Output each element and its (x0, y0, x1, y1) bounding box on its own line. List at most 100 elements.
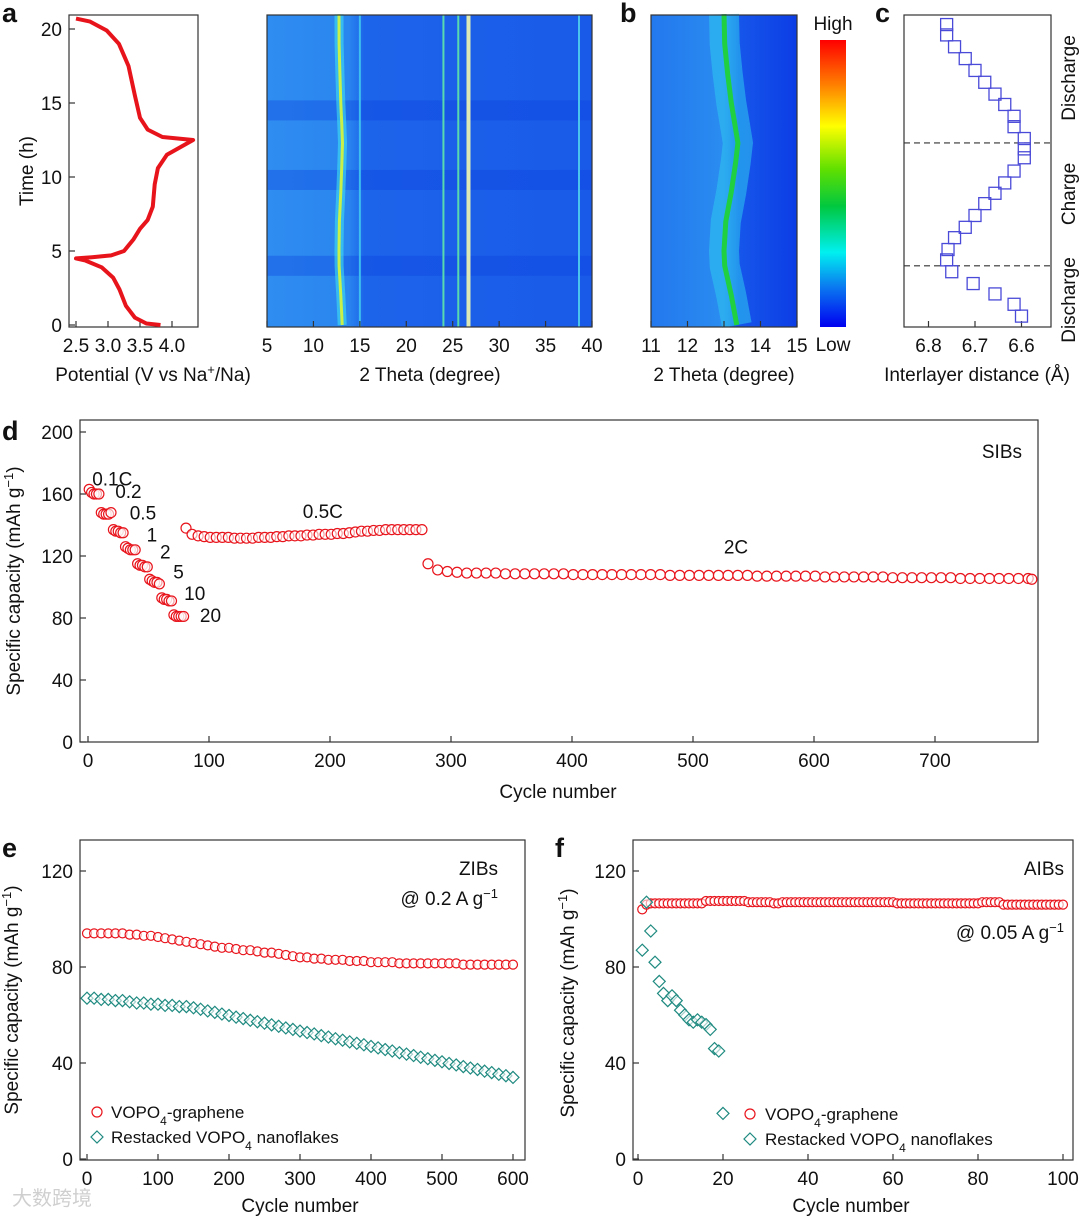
colorbar-low-label: Low (816, 335, 851, 356)
y-tick-label: 40 (605, 1054, 626, 1075)
data-point-circle (509, 568, 521, 580)
data-point-circle (954, 572, 967, 585)
chart-title: SIBs (982, 442, 1022, 463)
x-axis-label: Potential (V vs Na+/Na) (55, 362, 251, 387)
x-axis-label: 2 Theta (degree) (359, 365, 500, 386)
data-point (958, 51, 972, 66)
data-point-circle (153, 578, 165, 590)
x-tick-label: 4.0 (159, 336, 185, 357)
data-point-circle (165, 595, 178, 607)
data-point-circle (887, 572, 899, 584)
rate-label: 0.1C (92, 470, 132, 491)
data-point-diamond (90, 1130, 104, 1144)
data-point-circle (422, 558, 434, 570)
chart-title: ZIBs (459, 859, 498, 880)
y-tick-label: 10 (41, 168, 62, 189)
data-point (947, 40, 962, 54)
data-point-circle (993, 572, 1005, 585)
colorbar-high-label: High (813, 14, 852, 35)
data-point-circle (741, 569, 754, 581)
data-point-diamond (648, 955, 662, 970)
x-tick-label: 0 (82, 1169, 93, 1190)
region-label-charge: Charge (1059, 163, 1080, 225)
data-point-circle (93, 488, 105, 500)
data-point-circle (645, 568, 657, 581)
data-point-circle (703, 569, 715, 581)
intensity-band (267, 100, 592, 121)
y-tick-label: 120 (41, 547, 73, 568)
data-point-circle (519, 568, 531, 580)
data-point (978, 75, 992, 89)
data-point-circle (683, 569, 695, 581)
data-point-circle (1026, 573, 1038, 585)
data-point-circle (596, 568, 608, 581)
data-point-circle (867, 571, 879, 583)
legend-label-vopo4-graphene: VOPO4-graphene (765, 1105, 898, 1130)
rate-label: 0.5C (303, 502, 343, 523)
y-tick-label: 80 (605, 958, 626, 979)
x-tick-label: 12 (677, 336, 698, 357)
data-point-circle (470, 567, 483, 579)
data-point-diamond (652, 974, 667, 989)
data-point-circle (858, 571, 870, 583)
x-tick-label: 20 (396, 336, 417, 357)
data-point (1017, 151, 1031, 165)
y-tick-label: 15 (41, 94, 62, 115)
data-point-circle (441, 565, 453, 578)
data-point (939, 28, 954, 42)
y-tick-label: 160 (41, 485, 73, 506)
x-tick-label: 300 (435, 751, 467, 772)
colorbar (820, 40, 846, 327)
x-tick-label: 80 (967, 1169, 988, 1190)
data-point-diamond (643, 924, 658, 938)
data-point-circle (712, 569, 725, 581)
data-point-circle (925, 572, 937, 584)
panel-label-f: f (555, 833, 565, 863)
intensity-band (267, 255, 592, 276)
x-tick-label: 300 (284, 1169, 316, 1190)
data-point-circle (664, 569, 676, 581)
sibs-rate-cycling-plot: SIBs Cycle number Specific capacity (mAh… (1, 419, 1039, 803)
x-axis-label: Cycle number (241, 1196, 359, 1217)
peak-track (721, 14, 741, 326)
data-point-circle (751, 570, 763, 582)
y-tick-label: 200 (41, 423, 73, 444)
data-point-circle (674, 569, 686, 581)
x-tick-label: 10 (303, 336, 324, 357)
data-point-circle (809, 570, 821, 582)
x-tick-label: 200 (314, 751, 346, 772)
y-tick-label: 0 (62, 733, 73, 754)
x-tick-label: 6.8 (915, 336, 941, 357)
data-point-diamond (703, 1022, 718, 1037)
data-point-circle (548, 568, 560, 580)
rate-label: 10 (184, 584, 205, 605)
zibs-cycling-plot: ZIBs @ 0.2 A g−1 Cycle number Specific c… (0, 839, 529, 1217)
data-point-circle (528, 568, 541, 580)
x-axis-label: Cycle number (499, 782, 617, 803)
rate-label: 2C (724, 538, 748, 559)
data-point-diamond (711, 1044, 726, 1058)
data-point (1007, 109, 1021, 123)
legend: VOPO4-graphene Restacked VOPO4 nanoflake… (111, 1103, 339, 1153)
x-tick-label: 0 (83, 751, 94, 772)
data-point-circle (1012, 572, 1025, 585)
data-point (968, 63, 982, 78)
region-label-discharge-top: Discharge (1059, 35, 1080, 121)
data-point-circle (654, 568, 666, 581)
data-point (988, 186, 1002, 200)
x-tick-label: 35 (535, 336, 556, 357)
region-label-discharge-bottom: Discharge (1059, 257, 1080, 343)
legend-label-restacked: Restacked VOPO4 nanoflakes (765, 1130, 993, 1155)
x-tick-label: 600 (798, 751, 830, 772)
y-axis-label: Specific capacity (mAh g−1) (1, 466, 26, 695)
data-point (1007, 297, 1021, 311)
x-axis-label: Interlayer distance (Å) (884, 365, 1070, 386)
x-tick-label: 200 (213, 1169, 245, 1190)
x-tick-label: 40 (581, 336, 602, 357)
x-axis-label: 2 Theta (degree) (653, 365, 794, 386)
chart-title: AIBs (1024, 859, 1064, 880)
condition-label: @ 0.2 A g−1 (400, 886, 498, 911)
data-point-circle (722, 569, 734, 581)
y-tick-label: 0 (615, 1150, 626, 1171)
data-point-circle (416, 524, 428, 536)
